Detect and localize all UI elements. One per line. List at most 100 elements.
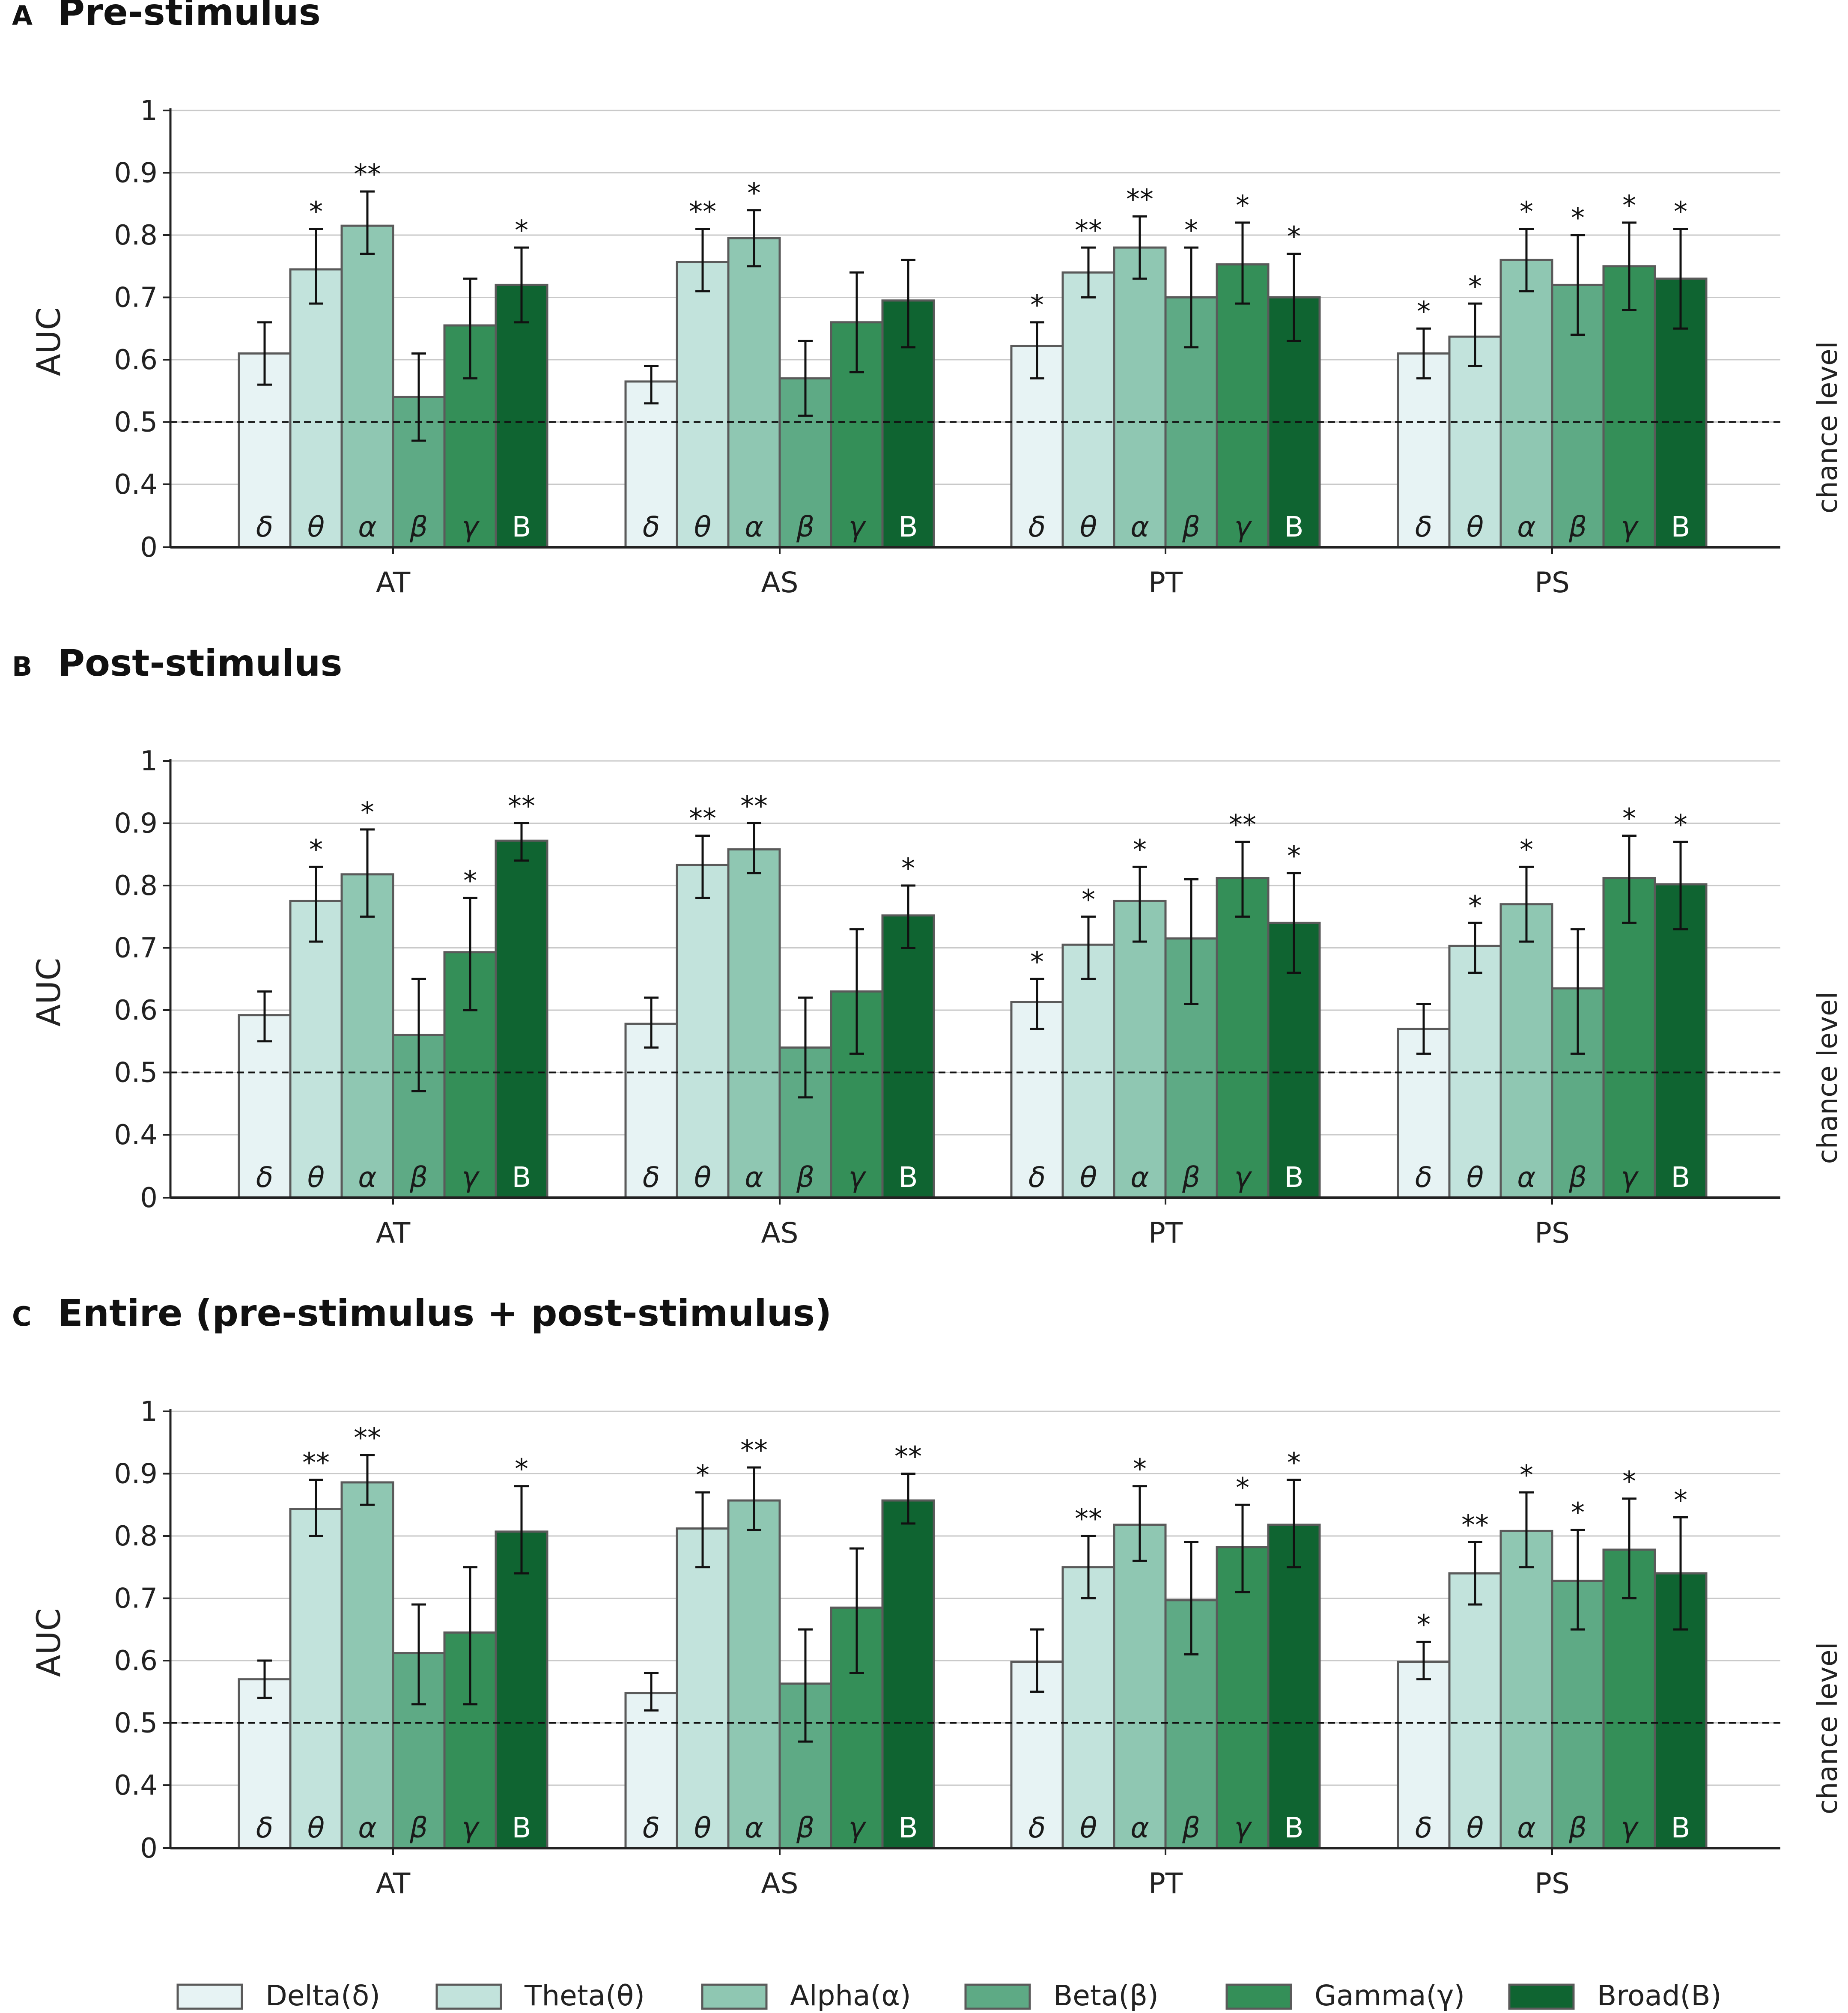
- error-bar: [514, 822, 529, 862]
- significance-marker: *: [1674, 809, 1687, 841]
- bar-band-label: α: [1517, 1811, 1536, 1844]
- bar-band-label: δ: [643, 1811, 660, 1844]
- y-tick-label: 0.9: [114, 158, 158, 189]
- significance-marker: *: [515, 1454, 528, 1485]
- significance-marker: *: [1468, 271, 1482, 303]
- error-bar: [1519, 227, 1534, 292]
- significance-marker: *: [361, 797, 374, 829]
- legend-item-gamma: Gamma(γ): [1225, 1979, 1465, 2012]
- significance-marker: *: [747, 178, 761, 209]
- legend-label: Delta(δ): [265, 1979, 380, 2012]
- bar: [1061, 1566, 1115, 1849]
- legend-label: Gamma(γ): [1314, 1979, 1465, 2012]
- significance-marker: **: [1126, 184, 1154, 215]
- error-bar: [514, 246, 529, 324]
- error-bar: [747, 1466, 761, 1531]
- legend-item-delta: Delta(δ): [176, 1979, 380, 2012]
- bar-band-label: θ: [694, 510, 711, 543]
- bar: [340, 224, 394, 549]
- y-tick-label: 0.5: [114, 1057, 158, 1089]
- bar-band-label: α: [1517, 1161, 1536, 1194]
- significance-marker: **: [1075, 1503, 1102, 1535]
- error-bar: [1030, 321, 1044, 380]
- bar-band-label: θ: [694, 1811, 711, 1844]
- error-bar: [1468, 922, 1482, 974]
- bar-band-label: B: [512, 1161, 531, 1194]
- error-bar: [1133, 1485, 1147, 1562]
- significance-marker: *: [1520, 196, 1533, 228]
- bar-band-label: β: [409, 1161, 428, 1194]
- error-bar: [798, 340, 813, 417]
- error-bar: [1287, 872, 1301, 974]
- bar-band-label: δ: [1028, 1161, 1046, 1194]
- significance-marker: *: [309, 196, 323, 228]
- significance-marker: *: [1030, 290, 1044, 322]
- significance-marker: *: [696, 1460, 709, 1491]
- bar-band-label: γ: [848, 1161, 866, 1194]
- bar: [1654, 883, 1708, 1199]
- error-bar: [463, 1566, 477, 1706]
- chance-level-label: chance level: [1812, 341, 1844, 514]
- error-bar: [1519, 865, 1534, 943]
- significance-marker: *: [1622, 1466, 1636, 1498]
- error-bar: [463, 277, 477, 380]
- y-tick-label: 0.8: [114, 220, 158, 251]
- significance-marker: *: [1133, 1454, 1147, 1485]
- bar: [1113, 246, 1167, 549]
- bar-band-label: θ: [1080, 510, 1097, 543]
- bar-band-label: B: [512, 510, 531, 543]
- error-bar: [1416, 327, 1431, 380]
- bar-band-label: δ: [1028, 510, 1046, 543]
- bar-band-label: β: [796, 510, 814, 543]
- y-tick-label: 0: [140, 1182, 158, 1214]
- x-category-label: PT: [1148, 1217, 1183, 1250]
- legend-label: Theta(θ): [524, 1979, 645, 2012]
- panel-title: Pre-stimulus: [58, 0, 321, 34]
- bar: [289, 900, 343, 1199]
- bar-band-label: β: [1182, 1811, 1200, 1844]
- bar-band-label: γ: [1621, 1161, 1639, 1194]
- error-bar: [1235, 1503, 1250, 1593]
- legend-item-beta: Beta(β): [964, 1979, 1159, 2012]
- error-bar: [1235, 841, 1250, 918]
- significance-marker: **: [354, 159, 381, 191]
- bar-band-label: θ: [1466, 1811, 1484, 1844]
- bar-band-label: B: [898, 510, 918, 543]
- bar-band-label: β: [796, 1811, 814, 1844]
- y-tick-label: 0.5: [114, 1708, 158, 1739]
- error-bar: [1133, 215, 1147, 280]
- panel-a: A Pre-stimulus 0 0.4 0.5 0.6 0.7 0.8 0.9 1 AUC δ δ δ *…: [12, 0, 1844, 599]
- panel-letter: A: [12, 0, 33, 31]
- bar-band-label: B: [1671, 1161, 1690, 1194]
- significance-marker: *: [1236, 1472, 1249, 1504]
- panel-letter: C: [12, 1301, 32, 1332]
- significance-marker: *: [1082, 884, 1095, 916]
- error-bar: [1416, 1002, 1431, 1055]
- y-tick-label: 1: [140, 95, 158, 127]
- error-bar: [747, 209, 761, 268]
- bar: [1010, 1001, 1064, 1199]
- x-category-label: PT: [1148, 566, 1183, 599]
- error-bar: [309, 227, 323, 305]
- error-bar: [1184, 1541, 1198, 1655]
- bar: [340, 873, 394, 1199]
- bar-band-label: β: [409, 510, 428, 543]
- significance-marker: **: [689, 803, 716, 835]
- bar-band-label: δ: [643, 510, 660, 543]
- significance-marker: *: [1184, 215, 1198, 247]
- bar-band-label: β: [1568, 510, 1587, 543]
- legend-swatch: [964, 1983, 1031, 2010]
- bar: [1216, 877, 1270, 1199]
- legend-swatch: [701, 1983, 768, 2010]
- bar: [676, 261, 730, 549]
- significance-marker: *: [1571, 1497, 1585, 1529]
- bar-band-label: γ: [462, 510, 480, 543]
- significance-marker: *: [1622, 803, 1636, 835]
- error-bar: [849, 1547, 864, 1674]
- bar-band-label: δ: [1415, 1161, 1432, 1194]
- bar: [495, 1530, 548, 1849]
- error-bar: [360, 828, 375, 918]
- error-bar: [1622, 835, 1636, 924]
- bar-band-label: θ: [307, 510, 325, 543]
